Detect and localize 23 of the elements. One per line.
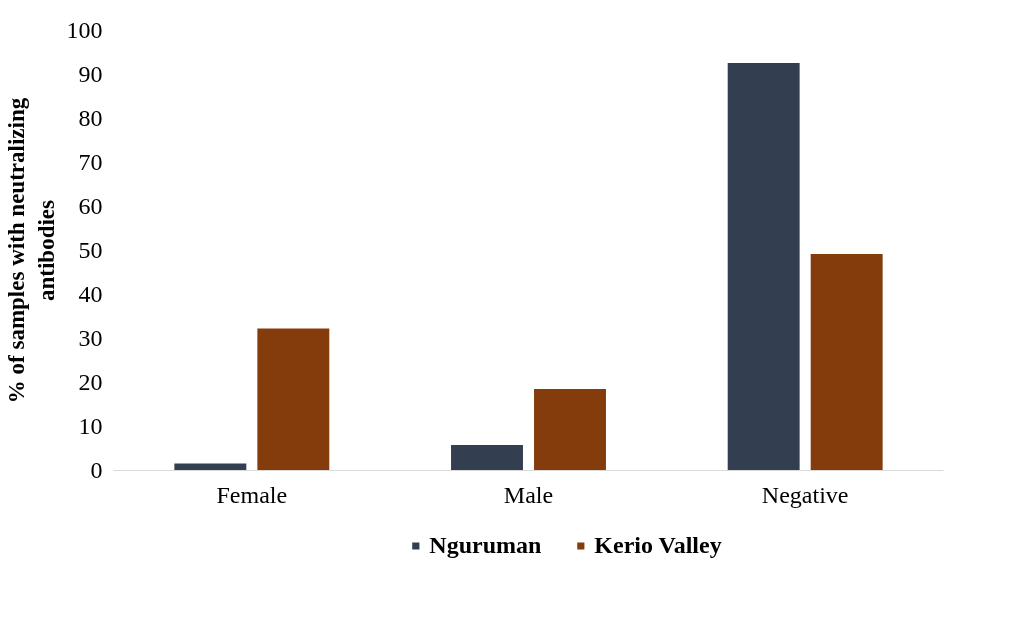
bar [451, 444, 523, 471]
legend-label: Kerio Valley [594, 531, 722, 559]
bar [727, 63, 800, 471]
x-tick-label: Male [503, 481, 554, 508]
y-tick-label: 20 [78, 369, 103, 395]
y-tick-label: 0 [90, 457, 103, 483]
bar [174, 463, 247, 471]
y-tick-label: 70 [78, 149, 103, 175]
y-tick-label: 50 [78, 237, 103, 263]
y-tick-label: 60 [78, 193, 103, 219]
y-tick-label: 100 [66, 17, 103, 43]
bar [534, 389, 606, 471]
x-tick-label: Negative [761, 481, 849, 508]
y-tick-label: 40 [78, 281, 103, 307]
bar [257, 328, 330, 471]
y-tick-label: 90 [78, 61, 103, 87]
legend-label: Nguruman [429, 531, 542, 559]
bar [810, 254, 883, 471]
x-tick-label: Female [216, 481, 288, 508]
y-tick-label: 30 [78, 325, 103, 351]
y-axis-title: % of samples with neutralizing antibodies [3, 97, 59, 404]
y-tick-label: 10 [78, 413, 103, 439]
y-tick-label: 80 [78, 105, 103, 131]
